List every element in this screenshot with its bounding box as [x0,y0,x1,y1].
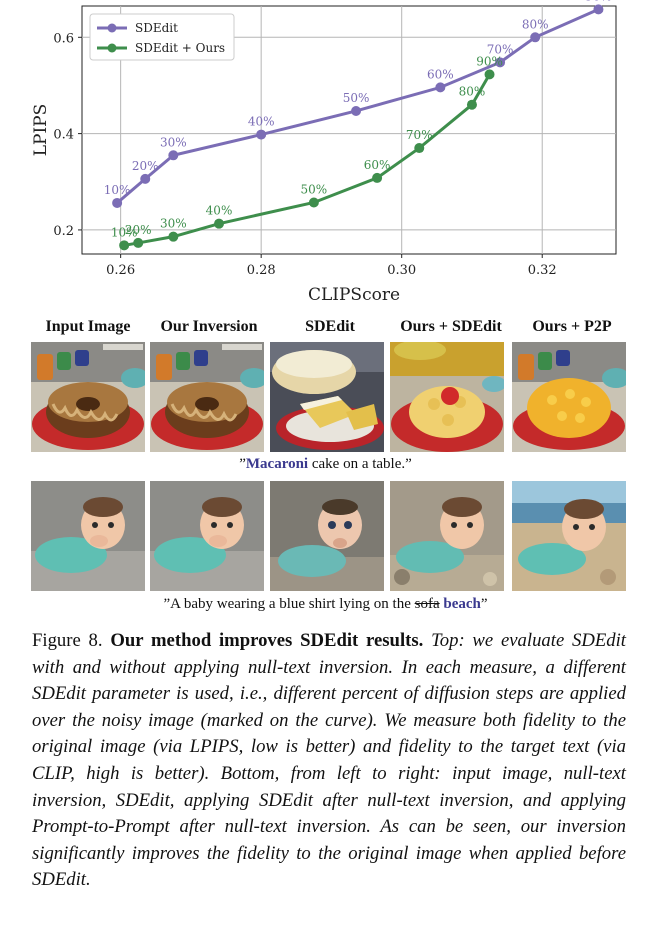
data-point [593,4,604,15]
data-point [351,105,362,116]
data-point [256,129,267,140]
x-tick-label: 0.30 [387,263,416,278]
column-header-ours-p2p: Ours + P2P [532,318,612,335]
data-point [495,57,506,68]
data-point [308,197,319,208]
x-tick-label: 0.32 [528,263,557,278]
plot-frame [81,5,617,255]
y-tick-label: 0.4 [53,128,74,143]
data-point [214,218,225,229]
cake-ours-p2p-image [512,342,626,452]
row1-caption: ”Macaroni cake on a table.” [0,456,651,473]
data-point-label: 80% [522,17,549,31]
column-header-input-image: Input Image [45,318,131,335]
row1-caption-open: ” [239,456,246,472]
row2-caption-suffix: ” [480,596,488,612]
data-point [140,173,151,184]
baby-input-image [31,481,145,591]
data-point-label: 70% [406,128,433,142]
column-header-sdedit: SDEdit [305,318,355,335]
row1-caption-rest: cake on a table.” [308,456,412,472]
column-header-ours-sdedit: Ours + SDEdit [400,318,502,335]
baby-ours-sdedit-image [390,481,504,591]
baby-our-inversion-image [150,481,264,591]
data-point-label: 30% [160,217,187,231]
baby-ours-p2p-image [512,481,626,591]
figure-caption-label: Figure 8. [32,630,111,651]
legend: SDEdit SDEdit + Ours [89,13,235,61]
x-axis-label: CLIPScore [308,285,400,305]
data-point-label: 70% [487,42,514,56]
x-tick-label: 0.26 [106,263,135,278]
data-point [168,150,179,161]
y-tick-label: 0.6 [53,31,74,46]
data-point [133,237,144,248]
y-tick-label: 0.2 [53,224,74,239]
data-point [435,82,446,93]
row2-caption: ”A baby wearing a blue shirt lying on th… [0,596,651,613]
data-point-label: 90% [476,54,503,68]
data-point-label: 60% [427,67,454,81]
cake-ours-sdedit-image [390,342,504,452]
row2-caption-strike: sofa [414,596,440,612]
data-point-label: 40% [248,115,275,129]
data-point [168,231,179,242]
y-axis-label: LPIPS [31,104,51,157]
data-point-label: 10% [111,225,138,239]
data-point [484,69,495,80]
figure-caption-bold: Our method improves SDEdit results. [110,630,424,651]
data-point-label: 20% [125,223,152,237]
data-point-label: 50% [301,182,328,196]
grid-lines [82,6,616,254]
legend-marker-sdedit [107,23,117,33]
data-point-label: 90% [585,0,612,3]
data-point-label: 10% [104,183,131,197]
cake-input-image [31,342,145,452]
lpips-clip-chart: 0.26 0.28 0.30 0.320.20.40.6 10%20%30%40%50… [31,0,617,305]
data-point-label: 20% [132,159,159,173]
data-point [466,99,477,110]
data-point-label: 30% [160,135,187,149]
data-point-label: 80% [459,85,486,99]
legend-label-ours: SDEdit + Ours [135,41,225,55]
baby-sdedit-image [270,481,384,591]
data-series: 10%20%30%40%50%60%70%80%90%10%20%30%40%5… [104,0,612,251]
data-point-label: 50% [343,91,370,105]
figure-caption-text: Top: we evaluate SDEdit with and without… [32,630,626,891]
data-point [530,32,541,43]
cake-our-inversion-image [150,342,264,452]
x-tick-label: 0.28 [247,263,276,278]
data-point [414,143,425,154]
legend-marker-ours [107,43,117,53]
figure-caption: Figure 8. Our method improves SDEdit res… [32,628,626,894]
data-point [119,240,130,251]
data-point [372,172,383,183]
column-header-our-inversion: Our Inversion [160,318,258,335]
row1-caption-highlight: Macaroni [245,456,309,472]
legend-label-sdedit: SDEdit [135,21,178,35]
row2-caption-highlight: beach [443,596,481,612]
data-point-label: 40% [206,204,233,218]
row2-caption-prefix: ”A baby wearing a blue shirt lying on th… [163,596,415,612]
cake-sdedit-image [270,342,384,452]
axis-ticks: 0.26 0.28 0.30 0.32 0.2 0.4 0.6 [53,31,556,278]
data-point [112,197,123,208]
data-point-label: 60% [364,158,391,172]
